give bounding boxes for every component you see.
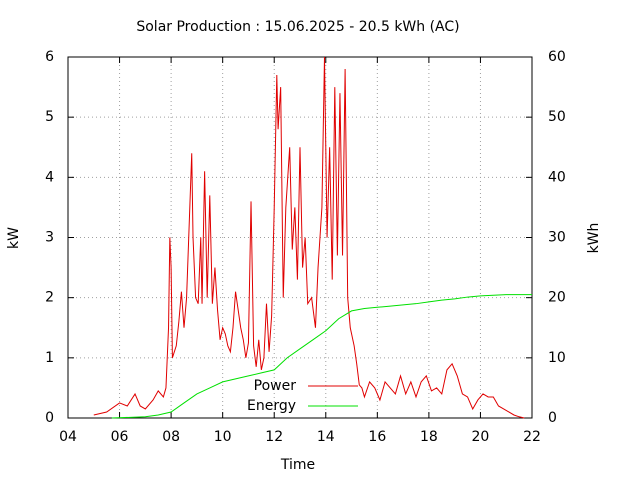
data-line <box>111 294 532 419</box>
x-tick-label: 12 <box>265 429 283 445</box>
legend-label: Energy <box>247 398 296 414</box>
chart-title: Solar Production : 15.06.2025 - 20.5 kWh… <box>136 19 459 35</box>
y2-axis-label: kWh <box>586 223 602 254</box>
x-tick-label: 10 <box>214 429 232 445</box>
y-tick-label: 4 <box>45 169 54 185</box>
y2-tick-label: 60 <box>548 49 566 65</box>
x-tick-label: 06 <box>111 429 129 445</box>
y2-tick-label: 50 <box>548 109 566 125</box>
y2-tick-label: 0 <box>548 410 557 426</box>
y-axis-label: kW <box>6 227 22 249</box>
x-tick-label: 16 <box>368 429 386 445</box>
x-tick-label: 14 <box>317 429 335 445</box>
y-tick-label: 1 <box>45 350 54 366</box>
y-tick-label: 5 <box>45 109 54 125</box>
legend-label: Power <box>254 378 297 394</box>
x-tick-label: 22 <box>523 429 541 445</box>
x-tick-label: 20 <box>472 429 490 445</box>
y2-tick-label: 30 <box>548 230 566 246</box>
y2-tick-label: 40 <box>548 169 566 185</box>
y-tick-label: 3 <box>45 230 54 246</box>
y-tick-label: 0 <box>45 410 54 426</box>
x-tick-label: 18 <box>420 429 438 445</box>
y2-tick-label: 10 <box>548 350 566 366</box>
x-tick-label: 08 <box>162 429 180 445</box>
y-tick-label: 6 <box>45 49 54 65</box>
plot-border <box>67 56 533 419</box>
data-line <box>93 56 525 419</box>
x-axis-label: Time <box>280 457 315 473</box>
y-tick-label: 2 <box>45 290 54 306</box>
x-tick-label: 04 <box>59 429 77 445</box>
y2-tick-label: 20 <box>548 290 566 306</box>
